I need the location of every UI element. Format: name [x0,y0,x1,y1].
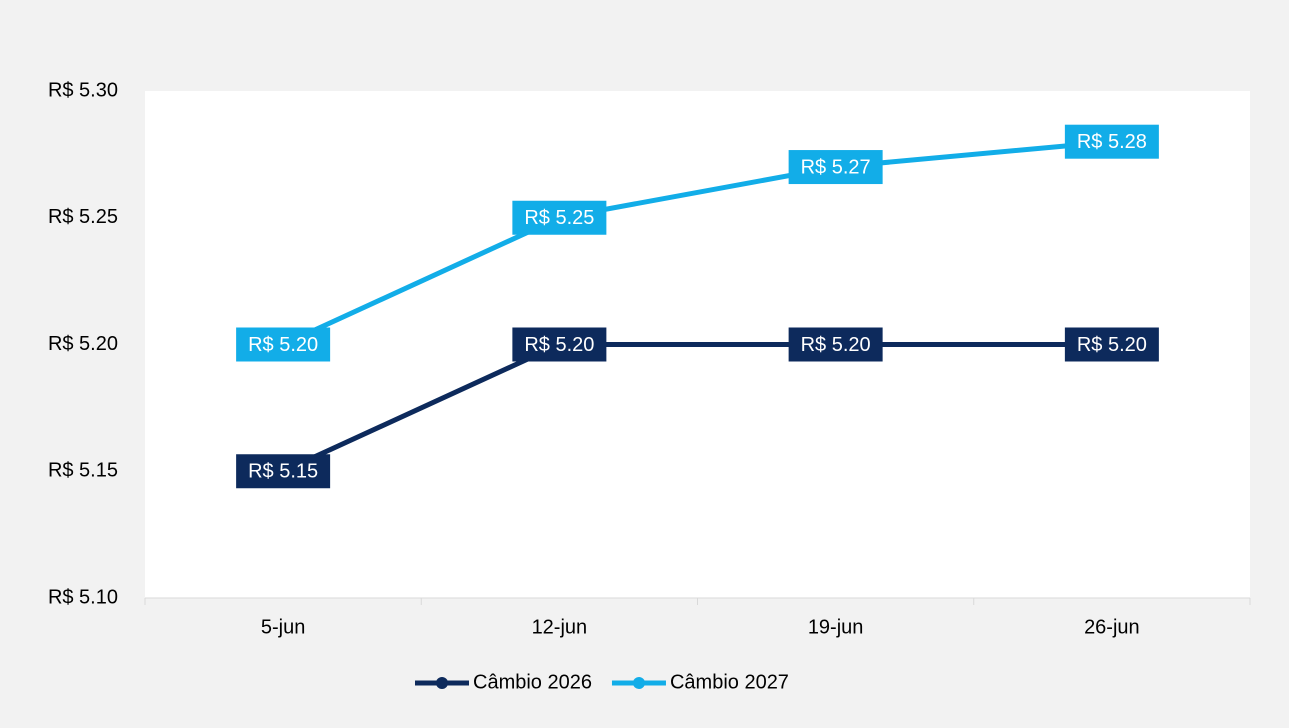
data-label: R$ 5.20 [801,334,871,356]
y-tick-label: R$ 5.15 [48,460,118,482]
label-box [512,200,607,235]
x-tick-label: 26-jun [1084,616,1140,638]
x-tick-label: 12-jun [532,616,588,638]
data-label: R$ 5.20 [524,334,594,356]
series-line [282,139,1113,347]
x-tick-label: 5-jun [261,616,305,638]
y-tick-label: R$ 5.25 [48,206,118,228]
data-label: R$ 5.20 [1077,334,1147,356]
legend-label: Câmbio 2027 [670,671,789,693]
data-label: R$ 5.27 [801,156,871,178]
data-label: R$ 5.25 [524,207,594,229]
data-label: R$ 5.28 [1077,131,1147,153]
label-box [788,327,883,362]
data-label: R$ 5.15 [248,461,318,483]
label-box [788,150,883,185]
label-box [1064,327,1159,362]
legend-label: Câmbio 2026 [473,671,592,693]
y-tick-label: R$ 5.20 [48,333,118,355]
label-box [1064,124,1159,159]
label-box [236,327,331,362]
label-box [512,327,607,362]
series-line [282,342,1112,474]
data-label: R$ 5.20 [248,334,318,356]
legend-marker [436,677,448,689]
legend-marker [632,677,645,689]
y-tick-label: R$ 5.10 [48,586,118,608]
x-tick-label: 19-jun [808,616,864,638]
label-box [236,454,331,489]
y-tick-label: R$ 5.30 [48,79,118,101]
